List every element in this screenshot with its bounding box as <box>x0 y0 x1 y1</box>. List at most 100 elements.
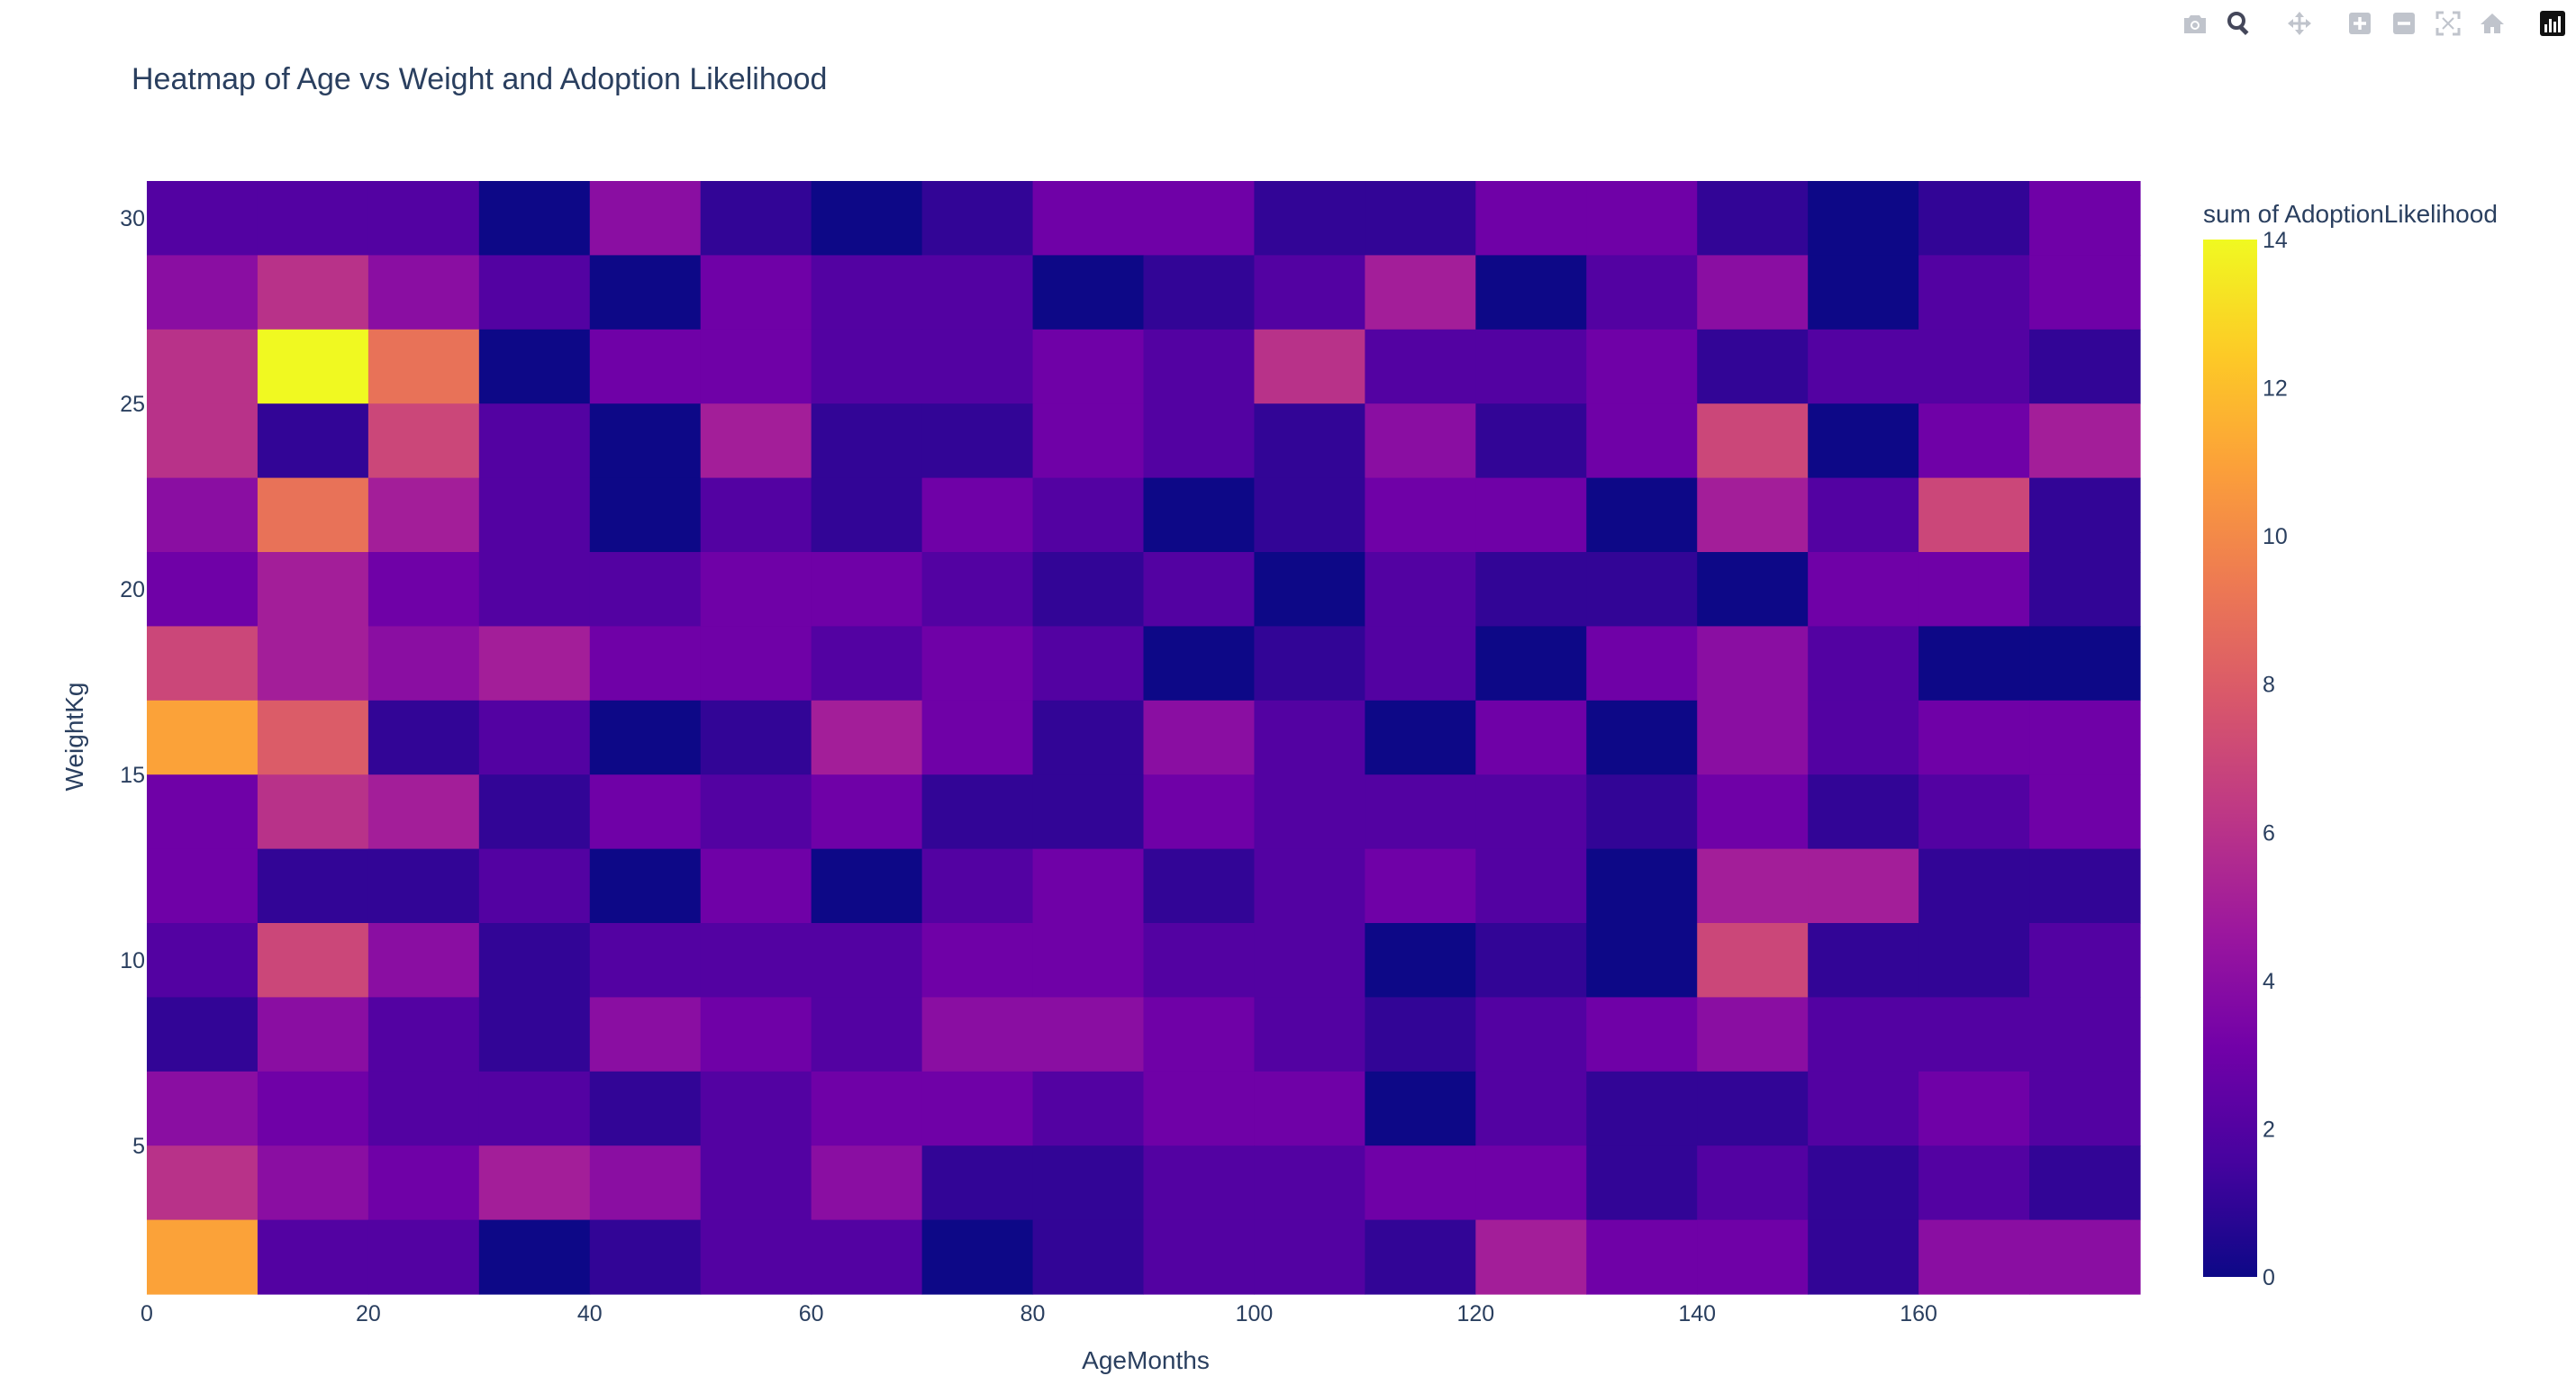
zoom-out-button[interactable] <box>2386 5 2422 41</box>
heatmap-cell[interactable] <box>589 1219 702 1295</box>
heatmap-cell[interactable] <box>921 700 1034 775</box>
heatmap-cell[interactable] <box>1254 181 1365 256</box>
heatmap-cell[interactable] <box>1586 477 1698 553</box>
heatmap-cell[interactable] <box>1365 329 1476 404</box>
heatmap-cell[interactable] <box>1808 552 1919 627</box>
heatmap-cell[interactable] <box>257 477 369 553</box>
heatmap-cell[interactable] <box>1697 1145 1809 1221</box>
heatmap-cell[interactable] <box>1254 774 1365 850</box>
heatmap-cell[interactable] <box>1143 181 1256 256</box>
heatmap-cell[interactable] <box>1808 1071 1919 1146</box>
heatmap-cell[interactable] <box>2029 848 2141 924</box>
heatmap-cell[interactable] <box>1697 626 1809 702</box>
heatmap-cell[interactable] <box>1475 700 1587 775</box>
heatmap-cell[interactable] <box>257 700 369 775</box>
heatmap-cell[interactable] <box>147 626 259 702</box>
heatmap-cell[interactable] <box>1143 626 1256 702</box>
heatmap-cell[interactable] <box>478 1145 591 1221</box>
heatmap-cell[interactable] <box>257 181 369 256</box>
heatmap-cell[interactable] <box>811 923 923 998</box>
heatmap-cell[interactable] <box>1254 923 1365 998</box>
heatmap-cell[interactable] <box>1697 477 1809 553</box>
heatmap-cell[interactable] <box>2029 923 2141 998</box>
heatmap-cell[interactable] <box>811 329 923 404</box>
heatmap-cell[interactable] <box>1365 626 1476 702</box>
heatmap-cell[interactable] <box>1475 552 1587 627</box>
heatmap-cell[interactable] <box>1918 329 2030 404</box>
heatmap-cell[interactable] <box>257 552 369 627</box>
heatmap-cell[interactable] <box>367 923 480 998</box>
zoom-button[interactable] <box>2221 5 2257 41</box>
heatmap-cell[interactable] <box>700 626 812 702</box>
heatmap-cell[interactable] <box>1586 700 1698 775</box>
heatmap-cell[interactable] <box>1032 552 1145 627</box>
heatmap-cell[interactable] <box>811 626 923 702</box>
heatmap-cell[interactable] <box>1918 552 2030 627</box>
heatmap-cell[interactable] <box>1254 700 1365 775</box>
heatmap-cell[interactable] <box>1032 403 1145 479</box>
autoscale-button[interactable] <box>2430 5 2466 41</box>
heatmap-cell[interactable] <box>147 403 259 479</box>
heatmap-cell[interactable] <box>1032 848 1145 924</box>
heatmap-cell[interactable] <box>147 997 259 1073</box>
heatmap-cell[interactable] <box>257 923 369 998</box>
heatmap-cell[interactable] <box>1032 181 1145 256</box>
heatmap-cell[interactable] <box>700 1219 812 1295</box>
heatmap-cell[interactable] <box>1697 774 1809 850</box>
heatmap-cell[interactable] <box>1475 255 1587 330</box>
heatmap-cell[interactable] <box>2029 774 2141 850</box>
heatmap-cell[interactable] <box>1143 1071 1256 1146</box>
heatmap-cell[interactable] <box>1918 774 2030 850</box>
heatmap-cell[interactable] <box>1254 1145 1365 1221</box>
heatmap-cell[interactable] <box>2029 1071 2141 1146</box>
heatmap-cell[interactable] <box>367 848 480 924</box>
heatmap-cell[interactable] <box>1032 626 1145 702</box>
heatmap-cell[interactable] <box>367 626 480 702</box>
heatmap-cell[interactable] <box>1475 403 1587 479</box>
heatmap-cell[interactable] <box>1143 1219 1256 1295</box>
heatmap-cell[interactable] <box>1365 700 1476 775</box>
heatmap-cell[interactable] <box>147 774 259 850</box>
heatmap-cell[interactable] <box>1586 403 1698 479</box>
heatmap-cell[interactable] <box>257 329 369 404</box>
heatmap-cell[interactable] <box>1032 774 1145 850</box>
heatmap-cell[interactable] <box>589 181 702 256</box>
heatmap-cell[interactable] <box>2029 700 2141 775</box>
heatmap-cell[interactable] <box>589 700 702 775</box>
heatmap-cell[interactable] <box>921 1145 1034 1221</box>
heatmap-cell[interactable] <box>1697 848 1809 924</box>
heatmap-cell[interactable] <box>257 1219 369 1295</box>
heatmap-cell[interactable] <box>921 477 1034 553</box>
heatmap-cell[interactable] <box>1475 477 1587 553</box>
heatmap-cell[interactable] <box>921 923 1034 998</box>
heatmap-cell[interactable] <box>921 552 1034 627</box>
heatmap-cell[interactable] <box>921 329 1034 404</box>
heatmap-cell[interactable] <box>367 997 480 1073</box>
heatmap-cell[interactable] <box>257 1071 369 1146</box>
heatmap-cell[interactable] <box>1254 477 1365 553</box>
heatmap-cell[interactable] <box>1475 329 1587 404</box>
heatmap-cell[interactable] <box>1697 923 1809 998</box>
heatmap-cell[interactable] <box>1475 1219 1587 1295</box>
heatmap-cell[interactable] <box>1918 997 2030 1073</box>
heatmap-cell[interactable] <box>1808 774 1919 850</box>
heatmap-cell[interactable] <box>2029 552 2141 627</box>
heatmap-cell[interactable] <box>1254 329 1365 404</box>
heatmap-cell[interactable] <box>811 1071 923 1146</box>
heatmap-cell[interactable] <box>1032 1219 1145 1295</box>
heatmap-cell[interactable] <box>1697 700 1809 775</box>
heatmap-cell[interactable] <box>478 403 591 479</box>
heatmap-cell[interactable] <box>1918 181 2030 256</box>
heatmap-cell[interactable] <box>1032 1145 1145 1221</box>
heatmap-cell[interactable] <box>1032 997 1145 1073</box>
heatmap-cell[interactable] <box>1365 403 1476 479</box>
heatmap-cell[interactable] <box>1918 403 2030 479</box>
heatmap-cell[interactable] <box>589 774 702 850</box>
heatmap-cell[interactable] <box>1475 626 1587 702</box>
heatmap-cell[interactable] <box>257 255 369 330</box>
heatmap-cell[interactable] <box>257 774 369 850</box>
heatmap-cell[interactable] <box>700 255 812 330</box>
heatmap-cell[interactable] <box>700 997 812 1073</box>
heatmap-cell[interactable] <box>1918 923 2030 998</box>
camera-button[interactable] <box>2177 5 2213 41</box>
